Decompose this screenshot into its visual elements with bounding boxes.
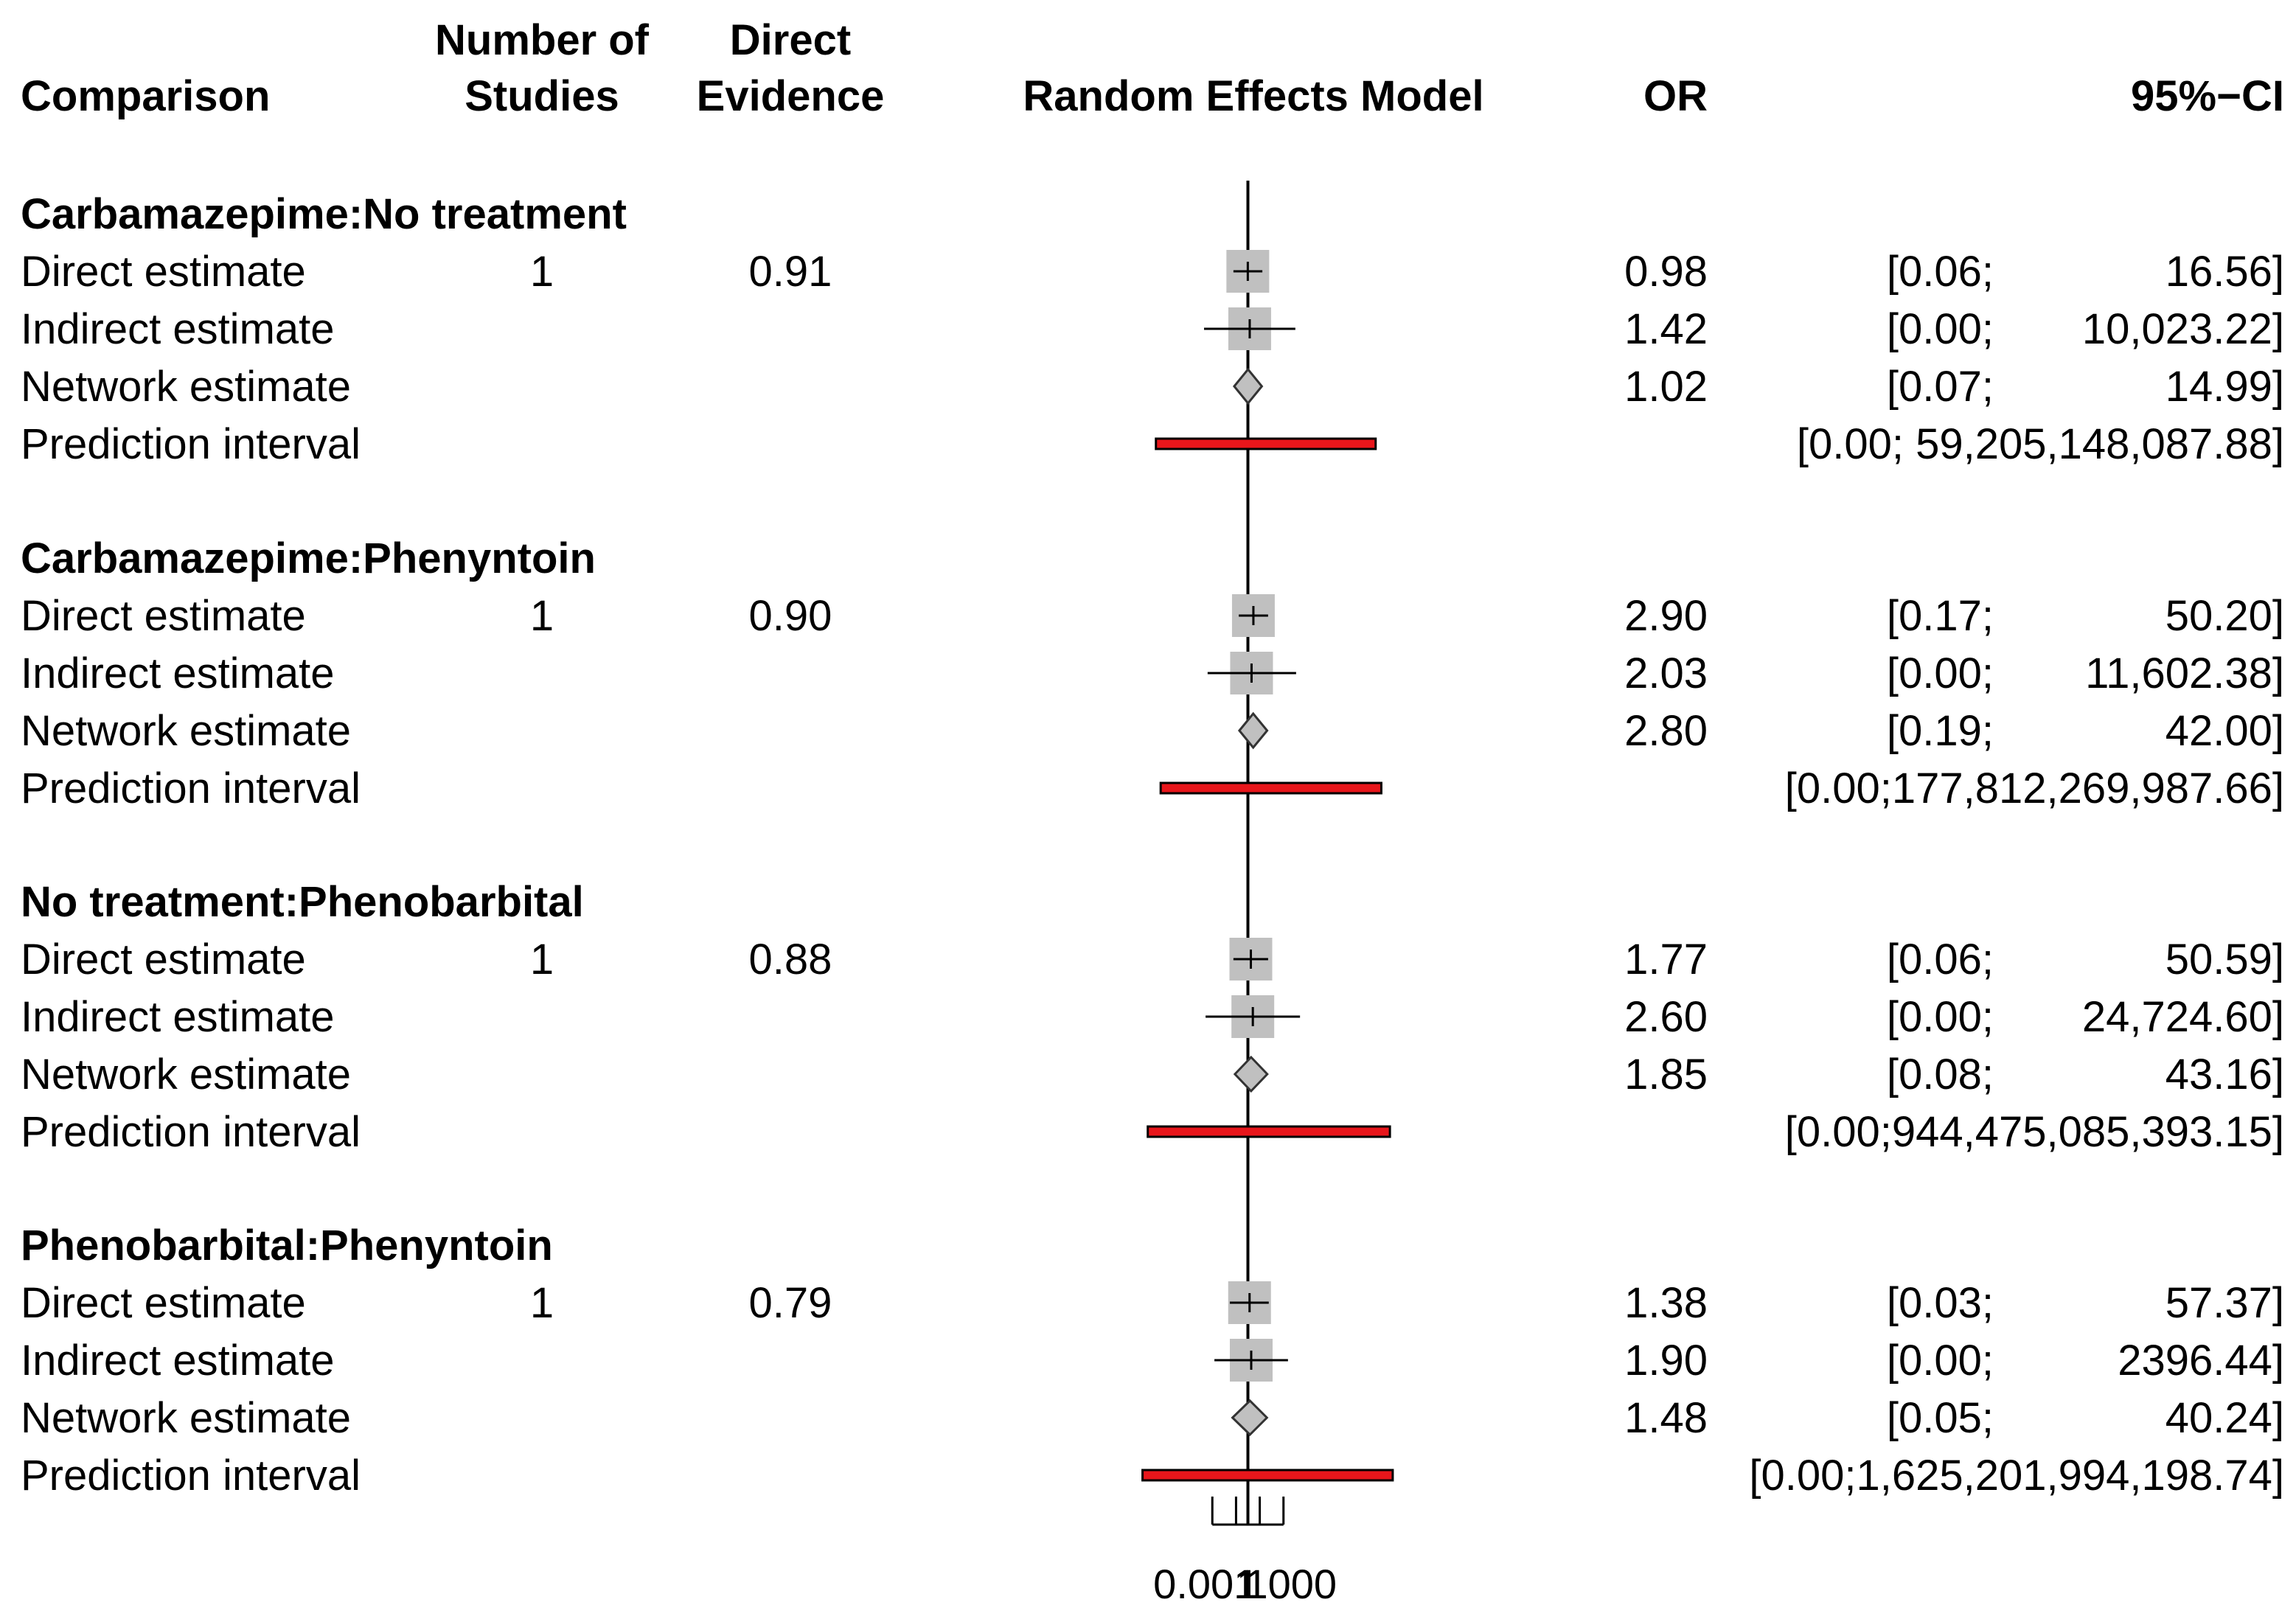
header-comparison: Comparison <box>21 72 270 120</box>
row-direct-evidence: 0.79 <box>749 1279 832 1327</box>
group-title: Carbamazepime:No treatment <box>21 190 627 238</box>
network-estimate-diamond <box>1232 367 1264 405</box>
row-ci-upper: 11,602.38] <box>2085 649 2284 697</box>
row-direct-evidence: 0.88 <box>749 936 832 983</box>
row-ci-lower: [0.00; <box>1887 649 1994 697</box>
row-ci-lower: [0.00; <box>1887 305 1994 353</box>
row-ci: [0.00;944,475,085,393.15] <box>1785 1108 2284 1156</box>
row-or: 1.90 <box>1624 1337 1708 1385</box>
x-axis-tick-label: 0.001 <box>1153 1561 1256 1607</box>
row-ci: [0.00;177,812,269,987.66] <box>1785 765 2284 812</box>
group-title: Phenobarbital:Phenyntoin <box>21 1222 553 1270</box>
row-or: 2.80 <box>1624 707 1708 755</box>
row-studies: 1 <box>530 248 554 296</box>
row-ci-upper: 43.16] <box>2165 1051 2284 1098</box>
network-estimate-diamond <box>1231 1399 1269 1437</box>
row-label: Network estimate <box>21 1051 351 1098</box>
row-ci-lower: [0.19; <box>1887 707 1994 755</box>
prediction-interval-bar <box>1159 781 1382 795</box>
row-or: 1.38 <box>1624 1279 1708 1327</box>
row-label: Direct estimate <box>21 936 306 983</box>
row-studies: 1 <box>530 936 554 983</box>
network-estimate-diamond <box>1233 1055 1269 1093</box>
row-ci-upper: 50.20] <box>2165 592 2284 640</box>
row-label: Prediction interval <box>21 420 361 468</box>
row-ci-upper: 16.56] <box>2165 248 2284 296</box>
header-studies-line2: Studies <box>465 72 619 120</box>
prediction-interval-bar <box>1147 1125 1391 1138</box>
row-label: Prediction interval <box>21 765 361 812</box>
row-label: Network estimate <box>21 707 351 755</box>
row-ci-lower: [0.03; <box>1887 1279 1994 1327</box>
row-or: 2.90 <box>1624 592 1708 640</box>
header-ci: 95%−CI <box>2131 72 2284 120</box>
row-label: Indirect estimate <box>21 305 335 353</box>
row-label: Prediction interval <box>21 1108 361 1156</box>
row-ci-lower: [0.06; <box>1887 248 1994 296</box>
group-title: No treatment:Phenobarbital <box>21 878 584 926</box>
row-ci-lower: [0.08; <box>1887 1051 1994 1098</box>
row-label: Direct estimate <box>21 1279 306 1327</box>
row-ci: [0.00; 59,205,148,087.88] <box>1797 420 2284 468</box>
row-label: Network estimate <box>21 363 351 411</box>
prediction-interval-bar <box>1141 1469 1394 1482</box>
row-ci-upper: 50.59] <box>2165 936 2284 983</box>
row-studies: 1 <box>530 592 554 640</box>
row-label: Network estimate <box>21 1394 351 1442</box>
row-ci-lower: [0.00; <box>1887 993 1994 1041</box>
row-ci-lower: [0.17; <box>1887 592 1994 640</box>
row-ci-upper: 57.37] <box>2165 1279 2284 1327</box>
row-label: Direct estimate <box>21 248 306 296</box>
row-label: Indirect estimate <box>21 993 335 1041</box>
network-estimate-diamond <box>1237 711 1269 750</box>
row-label: Indirect estimate <box>21 1337 335 1385</box>
row-or: 1.42 <box>1624 305 1708 353</box>
row-label: Prediction interval <box>21 1452 361 1500</box>
row-or: 1.48 <box>1624 1394 1708 1442</box>
prediction-interval-bar <box>1155 437 1377 450</box>
row-studies: 1 <box>530 1279 554 1327</box>
x-axis-tick-label: 1000 <box>1245 1561 1337 1607</box>
row-or: 1.85 <box>1624 1051 1708 1098</box>
row-ci-lower: [0.05; <box>1887 1394 1994 1442</box>
row-ci-lower: [0.00; <box>1887 1337 1994 1385</box>
group-title: Carbamazepime:Phenyntoin <box>21 534 596 582</box>
row-ci-upper: 40.24] <box>2165 1394 2284 1442</box>
header-evidence-line2: Evidence <box>697 72 885 120</box>
row-direct-evidence: 0.90 <box>749 592 832 640</box>
header-evidence-line1: Direct <box>730 16 851 64</box>
row-ci-upper: 42.00] <box>2165 707 2284 755</box>
row-or: 2.03 <box>1624 649 1708 697</box>
row-or: 1.02 <box>1624 363 1708 411</box>
header-model: Random Effects Model <box>1023 72 1483 120</box>
x-axis-tick-label: 1 <box>1236 1561 1259 1607</box>
row-or: 0.98 <box>1624 248 1708 296</box>
row-ci-lower: [0.07; <box>1887 363 1994 411</box>
row-direct-evidence: 0.91 <box>749 248 832 296</box>
row-or: 2.60 <box>1624 993 1708 1041</box>
row-ci-upper: 24,724.60] <box>2082 993 2284 1041</box>
row-ci-lower: [0.06; <box>1887 936 1994 983</box>
row-label: Indirect estimate <box>21 649 335 697</box>
row-ci-upper: 2396.44] <box>2118 1337 2284 1385</box>
row-ci: [0.00;1,625,201,994,198.74] <box>1749 1452 2284 1500</box>
row-ci-upper: 10,023.22] <box>2082 305 2284 353</box>
row-label: Direct estimate <box>21 592 306 640</box>
row-ci-upper: 14.99] <box>2165 363 2284 411</box>
header-studies-line1: Number of <box>435 16 650 64</box>
row-or: 1.77 <box>1624 936 1708 983</box>
header-or: OR <box>1643 72 1708 120</box>
